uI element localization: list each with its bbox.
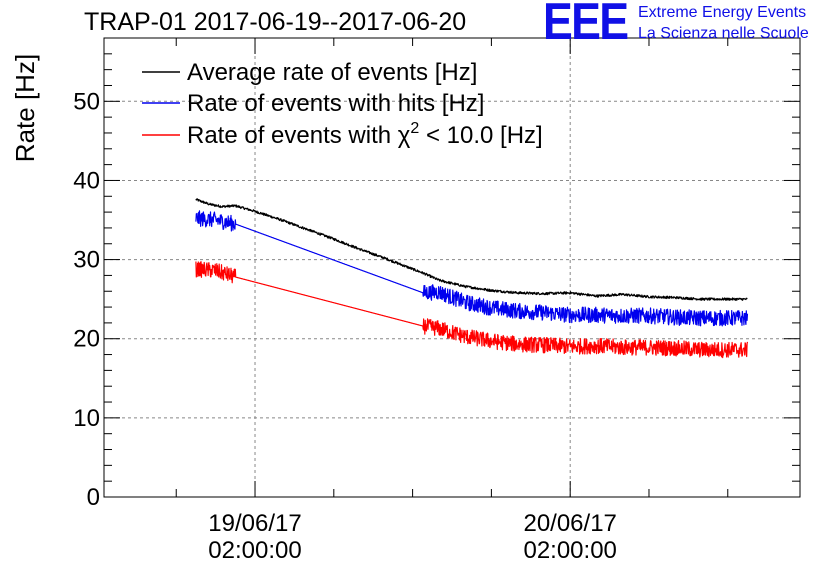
x-tick-label-date-0: 19/06/17 bbox=[208, 510, 301, 537]
x-tick-label-time-24: 02:00:00 bbox=[523, 537, 616, 564]
y-axis-label: Rate [Hz] bbox=[10, 54, 40, 162]
y-tick-label-10: 10 bbox=[73, 405, 100, 432]
legend-label-chi2: Rate of events with χ2 < 10.0 [Hz] bbox=[187, 120, 543, 149]
x-tick-label-time-0: 02:00:00 bbox=[208, 537, 301, 564]
y-tick-label-20: 20 bbox=[73, 326, 100, 353]
chart-title: TRAP-01 2017-06-19--2017-06-20 bbox=[84, 8, 467, 36]
legend-label-average: Average rate of events [Hz] bbox=[187, 59, 477, 86]
y-tick-label-30: 30 bbox=[73, 247, 100, 274]
series-line-average bbox=[195, 198, 748, 301]
eee-logo-mark: EEE bbox=[543, 0, 629, 51]
legend: Average rate of events [Hz] Rate of event… bbox=[142, 59, 543, 149]
axes: 0102030405019/06/1702:00:0020/06/1702:00… bbox=[73, 37, 801, 564]
y-tick-label-0: 0 bbox=[87, 484, 100, 511]
y-tick-label-50: 50 bbox=[73, 88, 100, 115]
logo-line-extreme-energy-events: Extreme Energy Events bbox=[638, 4, 807, 21]
y-tick-label-40: 40 bbox=[73, 167, 100, 194]
logo-line-scienza-scuole: La Scienza nelle Scuole bbox=[638, 25, 809, 42]
series-group bbox=[195, 198, 749, 359]
series-line-hits bbox=[195, 210, 749, 327]
plot-frame bbox=[103, 37, 801, 498]
series-line-chi2 bbox=[195, 261, 749, 359]
x-tick-label-date-24: 20/06/17 bbox=[523, 510, 616, 537]
legend-label-hits: Rate of events with hits [Hz] bbox=[187, 90, 484, 117]
